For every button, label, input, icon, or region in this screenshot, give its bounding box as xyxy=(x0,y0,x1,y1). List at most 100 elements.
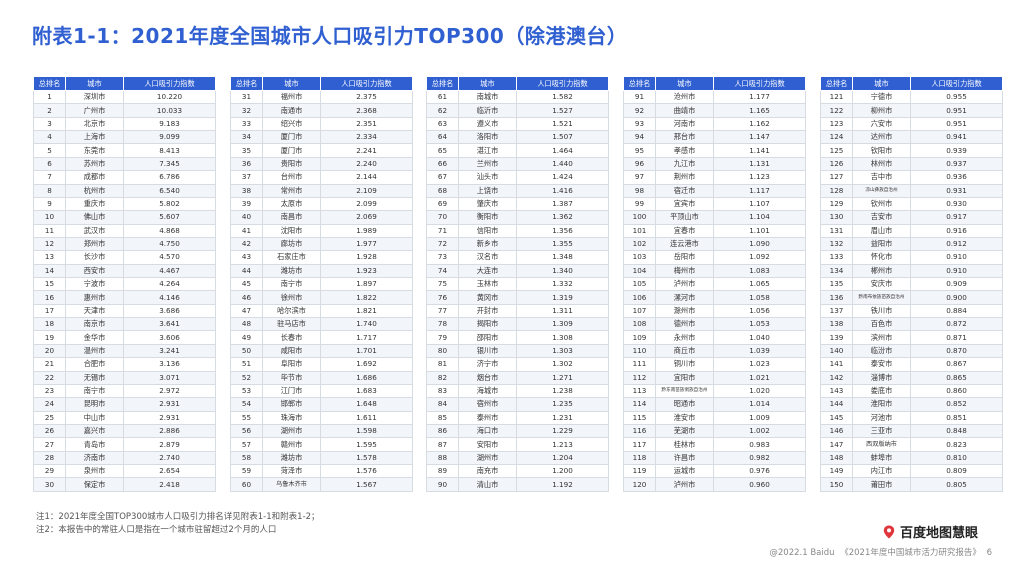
rank-cell: 110 xyxy=(623,343,656,359)
index-cell: 2.418 xyxy=(123,477,216,492)
city-cell: 合肥市 xyxy=(65,357,124,372)
index-cell: 1.058 xyxy=(713,290,806,305)
rank-cell: 86 xyxy=(426,423,459,439)
ranking-table-3: 总排名 城市 人口吸引力指数 61 南城市 1.582 62 临沂市 1.527 63 遵义市 1.5… xyxy=(426,76,609,492)
table-row: 50 咸阳市 1.701 xyxy=(230,343,413,359)
city-cell: 衡阳市 xyxy=(458,210,517,225)
rank-cell: 73 xyxy=(426,250,459,265)
table-row: 135 安庆市 0.909 xyxy=(820,277,1003,292)
table-row: 49 长春市 1.717 xyxy=(230,330,413,345)
table-row: 144 淮阳市 0.852 xyxy=(820,397,1003,412)
city-cell: 深圳市 xyxy=(65,89,124,105)
index-cell: 1.362 xyxy=(516,210,609,225)
table-row: 71 信阳市 1.356 xyxy=(426,223,609,238)
city-cell: 百色市 xyxy=(852,317,911,332)
index-cell: 10.033 xyxy=(123,103,216,118)
rank-cell: 93 xyxy=(623,116,656,132)
city-cell: 咸阳市 xyxy=(262,343,321,359)
table-row: 126 林州市 0.937 xyxy=(820,156,1003,172)
table-row: 53 江门市 1.683 xyxy=(230,383,413,399)
table-header-row: 总排名 城市 人口吸引力指数 xyxy=(820,76,1003,91)
city-cell: 眉山市 xyxy=(852,223,911,238)
city-cell: 清山市 xyxy=(458,477,517,492)
city-cell: 毕节市 xyxy=(262,370,321,385)
index-cell: 5.607 xyxy=(123,210,216,225)
rank-cell: 42 xyxy=(230,236,263,252)
city-cell: 成都市 xyxy=(65,170,124,185)
index-cell: 0.910 xyxy=(910,250,1003,265)
index-cell: 1.213 xyxy=(516,437,609,452)
city-cell: 漯河市 xyxy=(655,290,714,305)
table-row: 139 滨州市 0.871 xyxy=(820,330,1003,345)
index-cell: 1.117 xyxy=(713,183,806,198)
table-row: 96 九江市 1.131 xyxy=(623,156,806,172)
rank-cell: 92 xyxy=(623,103,656,118)
table-row: 43 石家庄市 1.928 xyxy=(230,250,413,265)
rank-cell: 145 xyxy=(820,410,853,425)
city-cell: 吉中市 xyxy=(852,170,911,185)
rank-cell: 133 xyxy=(820,250,853,265)
city-cell: 达州市 xyxy=(852,130,911,145)
city-cell: 内江市 xyxy=(852,464,911,479)
city-cell: 西安市 xyxy=(65,263,124,279)
ranking-table-5: 总排名 城市 人口吸引力指数 121 宁德市 0.955 122 柳州市 0.951 123 六安市… xyxy=(820,76,1003,492)
rank-cell: 26 xyxy=(33,423,66,439)
rank-cell: 149 xyxy=(820,464,853,479)
table-row: 27 青岛市 2.879 xyxy=(33,437,216,452)
index-cell: 1.192 xyxy=(516,477,609,492)
city-cell: 廊坊市 xyxy=(262,236,321,252)
notes: 注1：2021年度全国TOP300城市人口吸引力排名详见附表1-1和附表1-2；… xyxy=(36,511,320,537)
index-cell: 1.162 xyxy=(713,116,806,132)
rank-cell: 25 xyxy=(33,410,66,425)
table-row: 67 汕头市 1.424 xyxy=(426,170,609,185)
rank-cell: 66 xyxy=(426,156,459,172)
city-cell: 上海市 xyxy=(65,130,124,145)
table-row: 95 孝感市 1.141 xyxy=(623,143,806,158)
ranking-table-4: 总排名 城市 人口吸引力指数 91 沧州市 1.177 92 曲靖市 1.165 93 河南市 1.1… xyxy=(623,76,806,492)
city-cell: 玉林市 xyxy=(458,277,517,292)
index-cell: 1.582 xyxy=(516,89,609,105)
rank-cell: 122 xyxy=(820,103,853,118)
table-row: 46 徐州市 1.822 xyxy=(230,290,413,305)
table-row: 111 铜川市 1.023 xyxy=(623,357,806,372)
index-cell: 6.786 xyxy=(123,170,216,185)
rank-cell: 143 xyxy=(820,383,853,399)
city-cell: 钦州市 xyxy=(852,196,911,212)
table-row: 83 海城市 1.238 xyxy=(426,383,609,399)
table-row: 113 黔东南苗族侗族自治州 1.020 xyxy=(623,383,806,399)
index-cell: 1.595 xyxy=(320,437,413,452)
city-cell: 九江市 xyxy=(655,156,714,172)
index-cell: 0.805 xyxy=(910,477,1003,492)
city-cell: 南京市 xyxy=(65,317,124,332)
city-cell: 福州市 xyxy=(262,89,321,105)
city-cell: 黔东南苗族侗族自治州 xyxy=(655,383,714,399)
index-cell: 1.039 xyxy=(713,343,806,359)
index-cell: 1.092 xyxy=(713,250,806,265)
index-cell: 1.822 xyxy=(320,290,413,305)
rank-cell: 116 xyxy=(623,423,656,439)
index-cell: 1.002 xyxy=(713,423,806,439)
city-cell: 菏泽市 xyxy=(262,464,321,479)
table-row: 18 南京市 3.641 xyxy=(33,317,216,332)
table-row: 6 苏州市 7.345 xyxy=(33,156,216,172)
table-row: 85 泰州市 1.231 xyxy=(426,410,609,425)
table-row: 130 吉安市 0.917 xyxy=(820,210,1003,225)
rank-cell: 83 xyxy=(426,383,459,399)
index-cell: 4.146 xyxy=(123,290,216,305)
rank-cell: 41 xyxy=(230,223,263,238)
index-cell: 0.809 xyxy=(910,464,1003,479)
city-cell: 北京市 xyxy=(65,116,124,132)
rank-cell: 113 xyxy=(623,383,656,399)
index-cell: 1.204 xyxy=(516,450,609,466)
rank-cell: 48 xyxy=(230,317,263,332)
city-cell: 苏州市 xyxy=(65,156,124,172)
index-cell: 1.023 xyxy=(713,357,806,372)
index-cell: 0.976 xyxy=(713,464,806,479)
table-row: 14 西安市 4.467 xyxy=(33,263,216,279)
city-cell: 昭通市 xyxy=(655,397,714,412)
table-row: 69 肇庆市 1.387 xyxy=(426,196,609,212)
city-cell: 湛江市 xyxy=(458,143,517,158)
rank-cell: 97 xyxy=(623,170,656,185)
city-cell: 平顶山市 xyxy=(655,210,714,225)
city-cell: 黔南布依族苗族自治州 xyxy=(852,290,911,305)
